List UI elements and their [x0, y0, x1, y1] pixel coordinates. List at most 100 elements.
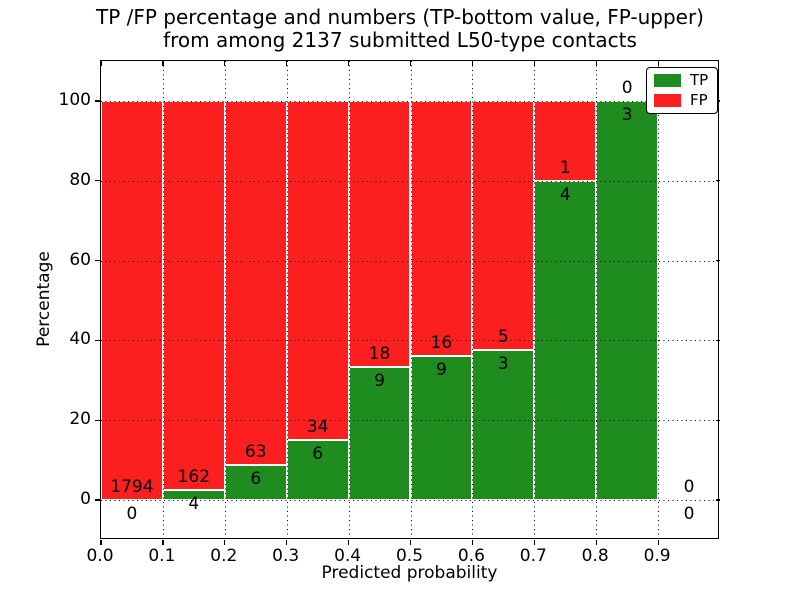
chart-title-line2: from among 2137 submitted L50-type conta… [163, 28, 637, 52]
x-tick-mark-top [348, 61, 350, 66]
x-tick-label: 0.7 [519, 546, 547, 566]
y-tick-mark [95, 100, 100, 102]
y-tick-label: 20 [69, 409, 91, 430]
y-tick-label: 100 [58, 89, 91, 110]
x-tick-mark [100, 540, 102, 545]
x-tick-label: 0.0 [86, 546, 114, 566]
y-tick-label: 60 [69, 249, 91, 270]
y-tick-mark [95, 180, 100, 182]
tp-count-label: 9 [374, 371, 385, 392]
y-axis-label: Percentage [34, 251, 54, 347]
x-tick-label: 0.8 [581, 546, 609, 566]
bar-tp [224, 465, 287, 501]
x-tick-mark [348, 540, 350, 545]
gridline-vertical [534, 61, 536, 538]
y-tick-mark-right [715, 339, 720, 342]
bar-fp [348, 100, 411, 368]
bar-fp [162, 100, 225, 491]
x-tick-mark [471, 540, 474, 545]
gridline-horizontal [101, 260, 718, 262]
fp-count-label: 5 [497, 327, 509, 348]
x-tick-mark-top [657, 61, 659, 66]
x-tick-label: 0.9 [643, 546, 671, 566]
bar-tp [286, 440, 349, 501]
fp-count-label: 0 [683, 477, 695, 498]
gridline-horizontal [101, 420, 718, 422]
gridline-horizontal [101, 500, 718, 502]
bar-tp [596, 100, 659, 501]
x-tick-mark-top [286, 61, 288, 66]
legend-label-tp: TP [690, 71, 709, 89]
y-tick-mark [95, 499, 100, 501]
bars-layer [101, 61, 718, 538]
fp-count-label: 34 [306, 417, 329, 438]
tp-count-label: 6 [312, 444, 324, 465]
tp-count-label: 3 [497, 354, 509, 375]
y-tick-mark [95, 419, 100, 421]
x-tick-label: 0.6 [457, 546, 485, 566]
chart-title: TP /FP percentage and numbers (TP-bottom… [0, 6, 800, 52]
x-tick-mark-top [162, 61, 164, 66]
fp-count-label: 162 [177, 467, 211, 488]
x-tick-mark-top [409, 61, 412, 66]
legend-label-fp: FP [690, 91, 708, 109]
fp-count-label: 63 [244, 442, 267, 463]
legend-swatch-tp-icon [654, 74, 681, 87]
legend-swatch-fp-icon [654, 94, 681, 107]
gridline-vertical [658, 61, 660, 538]
x-tick-mark [286, 540, 288, 545]
x-tick-label: 0.1 [148, 546, 176, 566]
chart-title-line1: TP /FP percentage and numbers (TP-bottom… [96, 5, 704, 29]
x-tick-label: 0.3 [272, 546, 300, 566]
x-tick-label: 0.4 [334, 546, 362, 566]
gridline-vertical [472, 61, 474, 538]
gridline-vertical [410, 61, 412, 538]
y-tick-mark-right [715, 419, 720, 421]
legend-entry-tp: TP [654, 73, 708, 88]
x-tick-mark [533, 540, 535, 545]
tp-count-label: 6 [250, 469, 262, 490]
plot-area: 1794 0 162 4 63 6 34 6 18 9 16 9 5 3 1 4 0 3 0 0 TP FP [95, 60, 720, 545]
y-tick-mark [95, 259, 100, 262]
y-tick-mark-right [715, 499, 720, 501]
bar-fp [534, 100, 597, 181]
fp-count-label: 1794 [110, 477, 154, 498]
grid-layer [95, 61, 720, 545]
x-axis-label: Predicted probability [321, 563, 498, 583]
gridline-horizontal [101, 180, 718, 182]
x-tick-mark [409, 540, 412, 545]
x-tick-mark-top [533, 61, 535, 66]
tp-count-label: 3 [621, 104, 633, 125]
tp-count-label: 4 [188, 494, 200, 515]
tp-count-label: 9 [436, 360, 447, 381]
fp-count-label: 0 [621, 77, 633, 98]
y-tick-label: 0 [80, 489, 91, 510]
legend: TP FP [646, 67, 719, 114]
x-tick-label: 0.2 [210, 546, 238, 566]
x-tick-mark-top [100, 61, 102, 66]
bar-labels-layer: 1794 0 162 4 63 6 34 6 18 9 16 9 5 3 1 4 0 3 0 0 [101, 61, 718, 538]
bar-tp [348, 367, 411, 501]
fp-count-label: 18 [368, 344, 391, 365]
x-tick-mark-top [224, 61, 226, 66]
y-tick-mark [95, 339, 100, 342]
bar-fp [410, 100, 473, 357]
gridline-vertical [224, 61, 226, 538]
bar-fp [472, 100, 535, 351]
y-tick-mark-right [715, 259, 720, 262]
tp-count-label: 4 [559, 184, 571, 205]
bar-fp [224, 100, 287, 466]
x-tick-mark [224, 540, 226, 545]
gridline-vertical [286, 61, 288, 538]
y-tick-label: 80 [69, 169, 91, 190]
gridline-vertical [596, 61, 598, 538]
x-tick-mark [162, 540, 164, 545]
y-tick-mark-right [715, 180, 720, 182]
y-tick-label: 40 [69, 329, 91, 350]
tp-count-label: 0 [126, 504, 138, 525]
x-tick-mark-top [595, 61, 597, 66]
x-tick-mark-top [471, 61, 474, 66]
bar-fp [101, 100, 163, 501]
fp-count-label: 1 [559, 157, 571, 178]
